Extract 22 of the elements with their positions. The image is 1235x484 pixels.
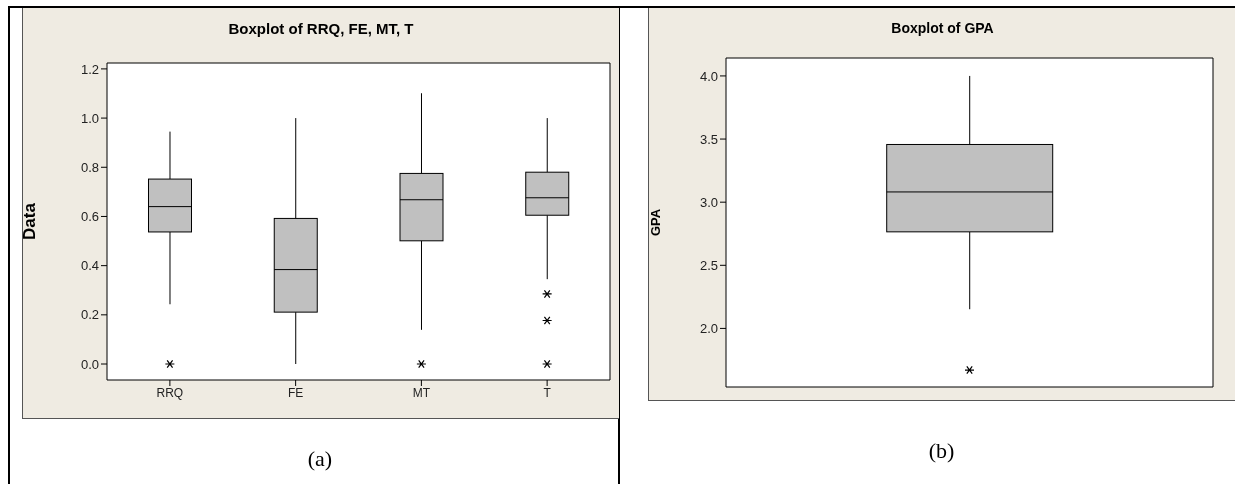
text: (b) xyxy=(927,438,956,464)
y-tick-label: 3.5 xyxy=(699,131,718,147)
y-tick-label: 1.2 xyxy=(80,61,99,77)
y-tick-label: 1.0 xyxy=(80,110,99,126)
y-tick-label: 3.0 xyxy=(699,194,718,210)
chart-title: Boxplot of GPA xyxy=(890,20,995,36)
x-tick-label: T xyxy=(543,385,552,400)
y-tick-label: 0.4 xyxy=(80,258,99,274)
y-tick-label: 0.2 xyxy=(80,307,99,323)
text: (a) xyxy=(306,446,334,472)
y-tick-label: 0.6 xyxy=(80,209,99,225)
x-tick-label: MT xyxy=(412,385,431,400)
y-axis-title: Data xyxy=(20,202,40,240)
x-tick-label: FE xyxy=(287,385,304,400)
y-tick-label: 0.0 xyxy=(80,356,99,372)
x-tick-label: RRQ xyxy=(156,385,184,400)
y-tick-label: 2.5 xyxy=(699,257,718,273)
chart-title: Boxplot of RRQ, FE, MT, T xyxy=(227,20,415,37)
y-tick-label: 2.0 xyxy=(699,321,718,337)
y-tick-label: 0.8 xyxy=(80,159,99,175)
y-tick-label: 4.0 xyxy=(699,68,718,84)
y-axis-title: GPA xyxy=(647,208,663,237)
